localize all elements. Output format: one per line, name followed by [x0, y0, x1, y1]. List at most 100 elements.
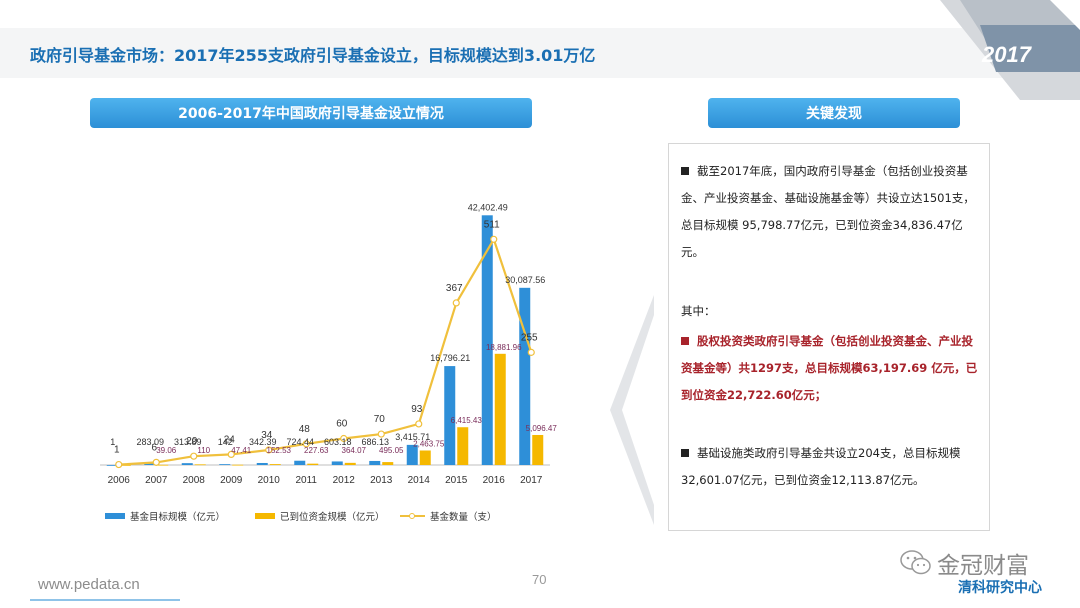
bar-paid [307, 463, 319, 465]
x-tick-label: 2011 [295, 475, 317, 486]
data-label-target: 686.13 [361, 437, 389, 447]
data-label-count: 6 [151, 442, 157, 453]
header-band [0, 28, 1080, 78]
data-label-paid: 364.07 [342, 446, 367, 455]
data-label-paid: 495.05 [379, 446, 404, 455]
bar-target [181, 463, 193, 465]
bar-paid [457, 427, 469, 465]
bar-target [106, 464, 118, 466]
x-tick-label: 2017 [520, 475, 543, 486]
finding-equity: 股权投资类政府引导基金（包括创业投资基金、产业投资基金等）共1297支，总目标规… [681, 328, 981, 409]
x-tick-label: 2009 [220, 475, 243, 486]
point-count [377, 430, 385, 438]
bar-target [256, 462, 268, 465]
data-label-count: 24 [224, 434, 236, 445]
legend-marker-count [409, 513, 415, 519]
bar-paid [232, 464, 244, 466]
divider-chevron [610, 295, 654, 525]
x-tick-label: 2008 [183, 475, 206, 486]
bar-target [369, 460, 381, 465]
data-label-paid: 18,881.96 [486, 343, 522, 352]
data-label-count: 367 [446, 283, 463, 294]
page-title: 政府引导基金市场：2017年255支政府引导基金设立，目标规模达到3.01万亿 [30, 46, 596, 65]
bar-paid [119, 464, 131, 466]
data-label-count: 20 [186, 436, 198, 447]
watermark-sub: 清科研究中心 [958, 580, 1042, 596]
finding-intro: 其中： [681, 304, 716, 318]
data-label-target: 3,415.71 [395, 432, 430, 442]
bar-paid [194, 464, 206, 466]
x-tick-label: 2006 [108, 475, 131, 486]
data-label-paid: 227.63 [304, 446, 329, 455]
fund-establishment-chart: 2006 2007 2008 2009 2010 2011 2012 2013 2014 2015… [100, 202, 558, 523]
watermark: 金冠财富 [937, 553, 1029, 579]
data-label-count: 93 [411, 404, 423, 415]
data-label-paid: 5,096.47 [526, 424, 558, 433]
point-count [265, 446, 273, 454]
point-count [452, 299, 460, 307]
footer-underline [30, 599, 180, 601]
point-count [490, 235, 498, 243]
data-label-paid: 2,463.75 [413, 439, 445, 448]
bar-paid [532, 434, 544, 465]
data-label-target: 603.18 [324, 437, 352, 447]
legend-label-count: 基金数量（支） [430, 511, 497, 523]
page-number: 70 [532, 572, 547, 587]
year-badge: 2017 [982, 42, 1031, 67]
point-count [152, 458, 160, 466]
data-label-target: 42,402.49 [468, 202, 508, 212]
data-label-target: 16,796.21 [430, 353, 470, 363]
point-count [415, 420, 423, 428]
line-count [118, 236, 533, 466]
data-label-paid: 152.53 [267, 446, 292, 455]
findings-section-label: 关键发现 [708, 98, 960, 128]
legend-swatch-target [105, 513, 125, 519]
data-label-count: 1 [114, 445, 120, 456]
data-label-paid: 39.06 [156, 446, 177, 455]
point-count [115, 460, 123, 469]
data-label-target: 313.89 [174, 437, 202, 447]
corner-decoration [940, 0, 1080, 100]
x-tick-label: 2010 [258, 475, 281, 486]
chart-section-label: 2006-2017年中国政府引导基金设立情况 [90, 98, 532, 128]
data-label-paid: 110 [197, 446, 210, 455]
bar-paid [382, 462, 394, 465]
finding-equity-text: 股权投资类政府引导基金（包括创业投资基金、产业投资基金等）共1297支，总目标规… [681, 334, 978, 402]
finding-total-text: 截至2017年底，国内政府引导基金（包括创业投资基金、产业投资基金、基础设施基金… [681, 164, 975, 259]
data-label-count: 34 [261, 430, 273, 441]
x-tick-label: 2007 [145, 475, 168, 486]
bar-paid [494, 353, 506, 465]
point-count [527, 348, 535, 356]
data-label-paid: 47.41 [231, 446, 252, 455]
bar-paid [157, 464, 169, 466]
legend-label-target: 基金目标规模（亿元） [130, 511, 225, 523]
finding-infra-text: 基础设施类政府引导基金共设立204支，总目标规模32,601.07亿元，已到位资… [681, 446, 961, 487]
data-label-target: 724.44 [286, 437, 314, 447]
legend-label-paid: 已到位资金规模（亿元） [280, 511, 385, 523]
bar-target [144, 463, 156, 465]
x-tick-label: 2012 [333, 475, 356, 486]
bar-target [219, 464, 231, 465]
bullet-icon [681, 449, 689, 457]
data-label-count: 255 [521, 332, 538, 343]
bar-target [406, 444, 418, 465]
bar-target [519, 287, 531, 465]
data-label-count: 48 [299, 424, 311, 435]
x-tick-label: 2013 [370, 475, 393, 486]
wechat-icon [900, 550, 931, 575]
point-count [190, 452, 198, 460]
point-count [227, 450, 235, 458]
finding-total: 截至2017年底，国内政府引导基金（包括创业投资基金、产业投资基金、基础设施基金… [681, 158, 981, 266]
footer-url[interactable]: www.pedata.cn [38, 576, 140, 593]
finding-infra: 基础设施类政府引导基金共设立204支，总目标规模32,601.07亿元，已到位资… [681, 440, 981, 494]
bar-target [331, 461, 343, 465]
x-tick-label: 2014 [408, 475, 431, 486]
data-label-count: 70 [374, 414, 386, 425]
data-label-target: 283.09 [136, 437, 164, 447]
bar-paid [344, 462, 356, 465]
data-label-target: 30,087.56 [505, 275, 545, 285]
x-tick-label: 2016 [483, 475, 506, 486]
data-label-target: 342.39 [249, 437, 277, 447]
point-count [302, 440, 310, 448]
bullet-icon [681, 167, 689, 175]
